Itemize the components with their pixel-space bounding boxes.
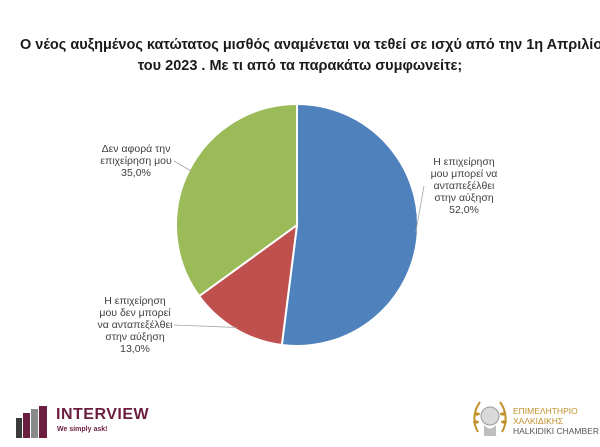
slice-label-line: μου μπορεί να: [430, 168, 498, 180]
chart-title: Ο νέος αυξημένος κατώτατος μισθός αναμέν…: [20, 35, 600, 77]
interview-tagline: We simply ask!: [57, 426, 108, 433]
chamber-name-line-1: ΕΠΙΜΕΛΗΤΗΡΙΟ: [513, 406, 578, 416]
pie-slice-cannot-cope: [197, 222, 299, 347]
chamber-emblem-icon: [473, 401, 507, 436]
slice-label-line: επιχείρηση μου: [100, 155, 172, 167]
interview-bars-icon: [16, 406, 47, 438]
halkidiki-chamber-logo: ΕΠΙΜΕΛΗΤΗΡΙΟ ΧΑΛΚΙΔΙΚΗΣ HALKIDIKI CHAMBE…: [470, 392, 599, 442]
slice-label-line: Η επιχείρηση: [104, 295, 166, 307]
slice-label-line: να ανταπεξέλθει: [97, 319, 173, 331]
leader-line: [415, 185, 425, 233]
slice-label-line: Η επιχείρηση: [433, 156, 495, 168]
slice-label-line: ανταπεξέλθει: [433, 180, 495, 192]
slice-label-cannot-cope: Η επιχείρηση μου δεν μπορεί να ανταπεξέλ…: [90, 295, 180, 355]
slice-label-line: Δεν αφορά την: [101, 143, 171, 155]
slice-value-label: 13,0%: [120, 343, 150, 355]
interview-brand-name: INTERVIEW: [56, 406, 150, 423]
slice-label-line: μου δεν μπορεί: [99, 307, 171, 319]
slice-label-line: στην αύξηση: [105, 331, 165, 343]
slice-value-label: 35,0%: [121, 167, 151, 179]
slice-value-label: 52,0%: [449, 204, 479, 216]
slice-label-line: στην αύξηση: [434, 192, 494, 204]
chamber-name-line-2: ΧΑΛΚΙΔΙΚΗΣ: [513, 416, 564, 426]
slice-label-not-relevant: Δεν αφορά την επιχείρηση μου 35,0%: [92, 143, 180, 179]
interview-logo: INTERVIEW We simply ask!: [14, 404, 149, 440]
pie-slice-can-cope: [280, 102, 419, 347]
chamber-name-line-3: HALKIDIKI CHAMBER: [513, 426, 599, 436]
slice-label-can-cope: Η επιχείρηση μου μπορεί να ανταπεξέλθει …: [420, 156, 508, 216]
leader-line: [173, 324, 237, 328]
leader-line: [173, 160, 192, 172]
chart-title-line-2: του 2023 . Με τι από τα παρακάτω συμφωνε…: [137, 58, 463, 74]
chart-title-line-1: Ο νέος αυξημένος κατώτατος μισθός αναμέν…: [20, 37, 600, 53]
